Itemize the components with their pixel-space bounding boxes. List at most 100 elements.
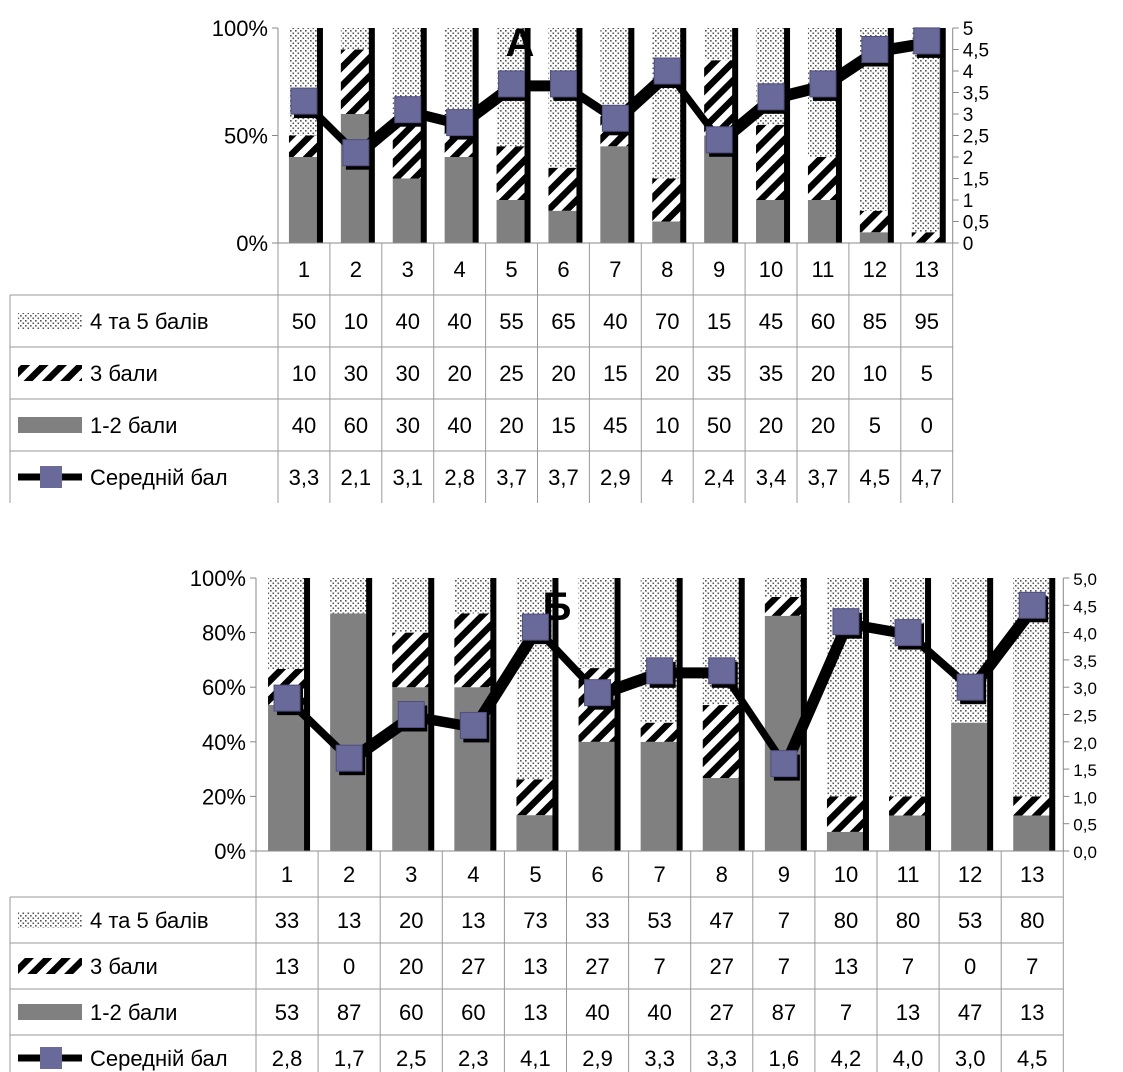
y2-tick-label: 4,5 — [963, 41, 989, 62]
bar-segment — [392, 632, 431, 688]
table-cell-value: 20 — [655, 361, 679, 386]
table-cell-value: 27 — [461, 954, 485, 979]
table-cell-value: 87 — [772, 1000, 796, 1025]
bar-edge-line — [738, 578, 745, 851]
x-category-label: 13 — [1020, 862, 1044, 887]
bar-segment — [807, 200, 838, 243]
x-category-label: 9 — [713, 257, 725, 282]
y2-tick-label: 2,5 — [1073, 707, 1097, 726]
table-cell-value: 13 — [461, 908, 485, 933]
table-cell-value: 40 — [447, 309, 471, 334]
bar-edge-line — [887, 28, 894, 243]
x-category-label: 12 — [863, 257, 887, 282]
bar-segment — [889, 796, 928, 816]
bar-segment — [764, 578, 803, 597]
bar-segment — [826, 831, 865, 851]
bar-edge-line — [987, 578, 994, 851]
y2-tick-label: 0,0 — [1073, 843, 1097, 862]
y-tick-label: 40% — [202, 730, 246, 755]
x-category-label: 13 — [915, 257, 939, 282]
line-point-marker — [397, 701, 425, 728]
table-cell-value: 53 — [647, 908, 671, 933]
x-category-label: 6 — [591, 862, 603, 887]
bar-segment — [340, 28, 371, 50]
x-category-label: 6 — [557, 257, 569, 282]
x-category-label: 5 — [505, 257, 517, 282]
x-category-label: 2 — [343, 862, 355, 887]
bar-segment — [268, 578, 307, 669]
bar-segment — [516, 578, 555, 780]
line-point-marker — [446, 109, 474, 137]
bar-edge-line — [628, 28, 635, 243]
bar-segment — [1013, 796, 1052, 816]
table-cell-value: 40 — [396, 309, 420, 334]
table-cell-value: 87 — [337, 1000, 361, 1025]
bar-edge-line — [490, 578, 497, 851]
line-point-marker — [757, 83, 785, 111]
y2-tick-label: 3,5 — [1073, 652, 1097, 671]
y2-tick-label: 4,0 — [1073, 625, 1097, 644]
legend-series-name: Середній бал — [90, 1046, 228, 1071]
bar-segment — [756, 124, 787, 200]
table-cell-value: 45 — [603, 413, 627, 438]
bar-edge-line — [420, 28, 427, 243]
table-cell-value: 70 — [655, 309, 679, 334]
y-tick-label: 0% — [214, 839, 246, 864]
table-cell-value: 85 — [863, 309, 887, 334]
line-point-marker — [770, 750, 798, 778]
table-cell-value: 10 — [655, 413, 679, 438]
table-cell-value: 3,3 — [644, 1046, 675, 1071]
x-category-label: 8 — [661, 257, 673, 282]
bar-edge-line — [939, 28, 946, 243]
legend-key-swatch — [18, 313, 82, 329]
x-category-label: 8 — [716, 862, 728, 887]
bar-segment — [702, 778, 741, 851]
table-cell-value: 10 — [344, 309, 368, 334]
y2-tick-label: 5 — [963, 19, 974, 40]
table-cell-value: 30 — [344, 361, 368, 386]
bar-edge-line — [680, 28, 687, 243]
y2-tick-label: 4,5 — [1073, 597, 1097, 616]
table-cell-value: 50 — [707, 413, 731, 438]
bar-segment — [578, 741, 617, 851]
line-point-marker — [894, 619, 922, 647]
y2-tick-label: 2,0 — [1073, 734, 1097, 753]
y2-tick-label: 1,0 — [1073, 788, 1097, 807]
bar-edge-line — [1049, 578, 1056, 851]
legend-series-name: Середній бал — [90, 465, 228, 490]
x-category-label: 4 — [454, 257, 466, 282]
x-category-label: 11 — [897, 862, 920, 887]
table-cell-value: 3,7 — [808, 465, 839, 490]
bar-segment — [578, 578, 617, 669]
table-cell-value: 4,5 — [860, 465, 891, 490]
bar-segment — [652, 28, 683, 179]
table-cell-value: 2,3 — [458, 1046, 489, 1071]
bar-segment — [454, 613, 493, 688]
x-category-label: 7 — [609, 257, 621, 282]
table-cell-value: 40 — [585, 1000, 609, 1025]
table-cell-value: 13 — [523, 1000, 547, 1025]
table-cell-value: 4,7 — [911, 465, 942, 490]
table-cell-value: 33 — [275, 908, 299, 933]
legend-series-name: 4 та 5 балів — [90, 908, 209, 933]
legend-key-swatch — [18, 365, 82, 381]
table-cell-value: 55 — [499, 309, 523, 334]
line-point-marker — [394, 96, 422, 124]
line-point-marker — [913, 27, 941, 55]
table-cell-value: 13 — [337, 908, 361, 933]
table-cell-value: 27 — [710, 1000, 734, 1025]
line-point-marker — [705, 126, 733, 154]
bar-segment — [392, 578, 431, 633]
table-cell-value: 13 — [1020, 1000, 1044, 1025]
table-cell-value: 7 — [778, 908, 790, 933]
table-cell-value: 7 — [778, 954, 790, 979]
y-tick-label: 50% — [224, 124, 268, 149]
line-point-marker — [708, 657, 736, 685]
x-category-label: 9 — [778, 862, 790, 887]
line-point-marker — [273, 684, 301, 712]
table-cell-value: 80 — [896, 908, 920, 933]
table-cell-value: 3,0 — [955, 1046, 986, 1071]
line-point-marker — [521, 613, 549, 641]
bar-edge-line — [925, 578, 932, 851]
